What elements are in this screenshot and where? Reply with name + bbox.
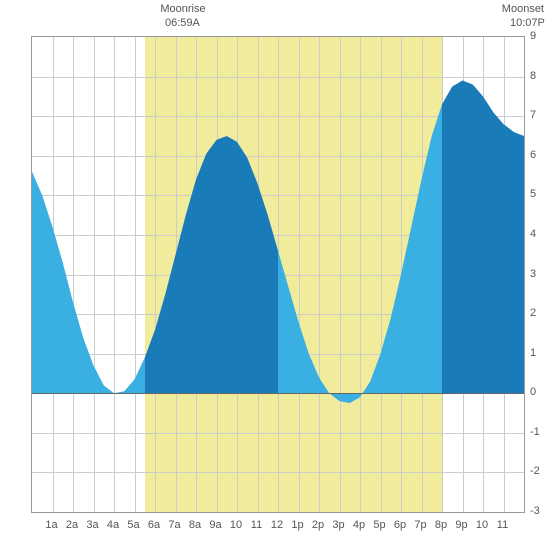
x-tick-label: 9p — [455, 519, 467, 531]
x-tick-label: 12 — [271, 519, 283, 531]
x-tick-label: 10 — [230, 519, 242, 531]
tide-segment — [145, 136, 278, 393]
x-tick-label: 11 — [497, 519, 508, 531]
y-tick-label: 4 — [530, 228, 536, 240]
tide-segment — [442, 81, 524, 394]
y-tick-label: 8 — [530, 70, 536, 82]
x-tick-label: 4p — [353, 519, 365, 531]
x-tick-label: 7p — [414, 519, 426, 531]
x-tick-label: 8a — [189, 519, 201, 531]
x-tick-label: 8p — [435, 519, 447, 531]
y-tick-label: 2 — [530, 307, 536, 319]
y-tick-label: 9 — [530, 30, 536, 42]
tide-curve — [32, 37, 524, 512]
tide-segment — [32, 172, 145, 394]
plot-area — [31, 36, 525, 513]
y-tick-label: -2 — [530, 465, 540, 477]
zero-line — [32, 393, 524, 394]
x-tick-label: 3p — [332, 519, 344, 531]
y-tick-label: 0 — [530, 386, 536, 398]
x-tick-label: 1p — [291, 519, 303, 531]
x-tick-label: 6a — [148, 519, 160, 531]
x-tick-label: 5p — [373, 519, 385, 531]
moonrise-label: Moonrise — [153, 3, 213, 15]
x-tick-label: 3a — [86, 519, 98, 531]
y-tick-label: -1 — [530, 426, 540, 438]
x-tick-label: 5a — [127, 519, 139, 531]
x-tick-label: 2a — [66, 519, 78, 531]
y-tick-label: 1 — [530, 347, 536, 359]
y-tick-label: 6 — [530, 149, 536, 161]
y-tick-label: 5 — [530, 188, 536, 200]
y-tick-label: -3 — [530, 505, 540, 517]
x-tick-label: 11 — [251, 519, 262, 531]
x-tick-label: 6p — [394, 519, 406, 531]
y-tick-label: 7 — [530, 109, 536, 121]
y-tick-label: 3 — [530, 268, 536, 280]
tide-chart: Moonrise 06:59A Moonset 10:07P 1a 2a 3a 4a 5… — [0, 0, 550, 550]
x-tick-label: 2p — [312, 519, 324, 531]
moonrise-time: 06:59A — [165, 17, 200, 29]
moonset-time: 10:07P — [510, 17, 545, 29]
x-tick-label: 1a — [45, 519, 57, 531]
x-tick-label: 10 — [476, 519, 488, 531]
moonset-label: Moonset — [489, 3, 544, 15]
x-tick-label: 7a — [168, 519, 180, 531]
x-tick-label: 4a — [107, 519, 119, 531]
x-tick-label: 9a — [209, 519, 221, 531]
tide-segment — [278, 104, 442, 403]
